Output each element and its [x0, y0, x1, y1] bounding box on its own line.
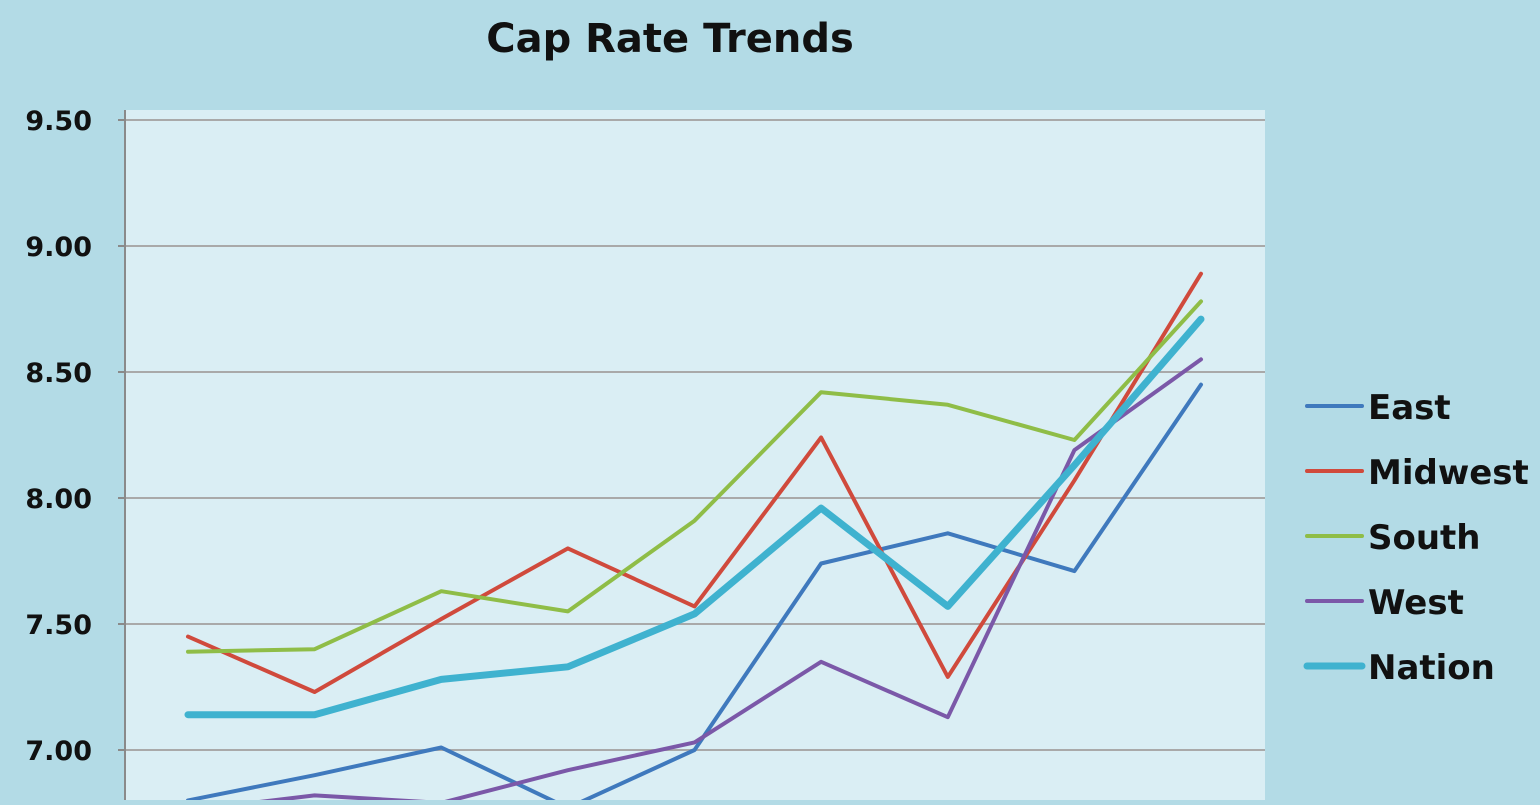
legend-label-south: South	[1368, 518, 1481, 558]
y-tick-label: 7.00	[25, 736, 92, 767]
chart-title: Cap Rate Trends	[486, 16, 854, 62]
legend-label-nation: Nation	[1368, 648, 1495, 688]
series-line-nation	[184, 315, 1205, 719]
series-line-midwest	[186, 271, 1203, 694]
legend-label-midwest: Midwest	[1368, 453, 1529, 493]
legend: East Midwest South West Nation	[1303, 388, 1529, 688]
y-tick-label: 8.00	[25, 484, 92, 515]
legend-label-west: West	[1368, 583, 1464, 623]
y-tick-label: 7.50	[25, 610, 92, 641]
series-line-west	[217, 357, 1203, 805]
y-tick-label: 9.00	[25, 232, 92, 263]
legend-label-east: East	[1368, 388, 1451, 428]
series-line-south	[186, 299, 1203, 654]
plot-background	[125, 110, 1265, 805]
series-line-east	[186, 382, 1203, 805]
plot-area: 7.00 7.50 8.00 8.50 9.00 9.50	[25, 106, 1265, 805]
y-tick-label: 8.50	[25, 358, 92, 389]
y-tick-label: 9.50	[25, 106, 92, 137]
